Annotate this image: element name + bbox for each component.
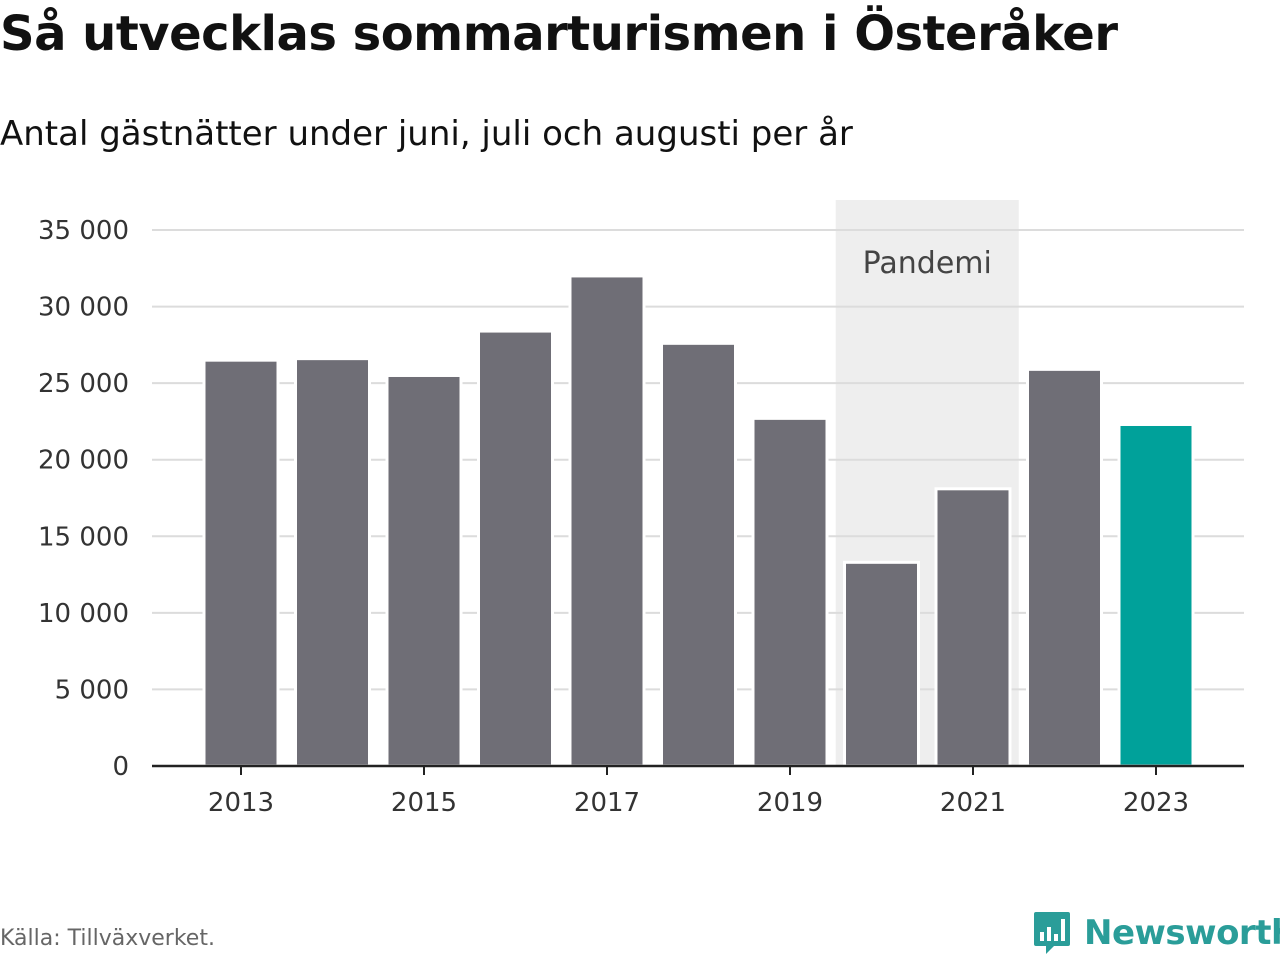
- bar-2022: [1026, 367, 1103, 768]
- bar-2023: [1117, 422, 1195, 768]
- y-tick-label: 25 000: [38, 369, 129, 399]
- y-tick-label: 0: [112, 752, 129, 782]
- bar-2013: [202, 358, 280, 768]
- bar-2020: [843, 560, 920, 768]
- chart-logo-icon: [1034, 912, 1070, 954]
- chart-title: Så utvecklas sommarturismen i Österåker: [0, 6, 1118, 62]
- x-tick-label: 2017: [574, 788, 640, 818]
- bar-2015: [385, 373, 463, 768]
- x-tick-label: 2019: [757, 788, 823, 818]
- bar-2017: [568, 274, 646, 768]
- bar-2021: [934, 487, 1012, 768]
- bar-2016: [477, 329, 554, 768]
- logo-text: Newsworthy: [1084, 913, 1280, 953]
- y-tick-label: 10 000: [38, 599, 129, 629]
- bars: [202, 274, 1195, 768]
- y-tick-label: 20 000: [38, 446, 129, 476]
- x-tick-label: 2015: [391, 788, 457, 818]
- x-tick-label: 2021: [940, 788, 1006, 818]
- y-tick-label: 35 000: [38, 216, 129, 246]
- x-tick-label: 2023: [1123, 788, 1189, 818]
- x-tick-label: 2013: [208, 788, 274, 818]
- y-tick-label: 15 000: [38, 522, 129, 552]
- chart-subtitle: Antal gästnätter under juni, juli och au…: [0, 114, 853, 154]
- pandemic-band-label: Pandemi: [863, 246, 992, 281]
- newsworthy-logo: Newsworthy: [1032, 910, 1280, 956]
- bar-2019: [751, 416, 829, 768]
- y-tick-label: 5 000: [55, 675, 129, 705]
- axes: 2013 2015 2017 2019 2021 2023: [152, 764, 1244, 818]
- bar-2018: [660, 341, 737, 768]
- y-tick-label: 30 000: [38, 293, 129, 323]
- bar-2014: [294, 357, 371, 768]
- source-note: Källa: Tillväxverket.: [0, 926, 215, 951]
